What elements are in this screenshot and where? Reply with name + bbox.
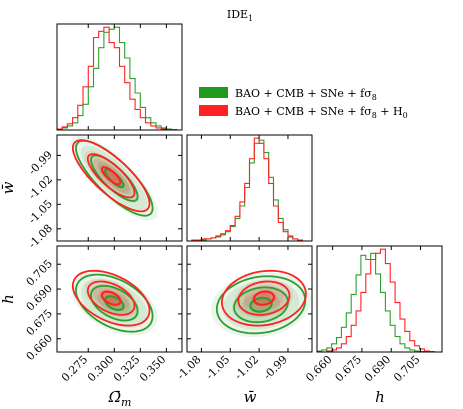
legend: BAO + CMB + SNe + fσ8 BAO + CMB + SNe + f…: [199, 87, 408, 120]
density-red: [84, 151, 138, 201]
chart-title: IDE1: [227, 8, 253, 23]
x-tick-label: 0.325: [111, 353, 142, 384]
x-tick-label: 0.675: [333, 353, 364, 384]
panel-h-vs-om-frame: [56, 245, 183, 353]
y-axis-label-h: h: [0, 294, 17, 304]
y-tick-label: 0.675: [24, 307, 55, 338]
contour-red-3: [100, 166, 122, 186]
y-tick-label: 0.690: [24, 282, 55, 313]
y-tick-label: 0.660: [24, 332, 55, 363]
contour-red-1: [220, 269, 307, 327]
x-tick-label: 0.690: [362, 353, 393, 384]
panel-h-vs-w-frame: [186, 245, 313, 353]
density-green: [81, 278, 148, 328]
x-tick-label: -1.05: [203, 353, 232, 382]
histogram-red-w: [187, 137, 312, 241]
legend-swatch: [199, 105, 228, 116]
y-tick-label: 0.705: [24, 257, 55, 288]
contour-red-3: [100, 290, 122, 306]
histogram-green-h: [317, 252, 442, 352]
density-green: [81, 145, 148, 211]
panel-h-vs-w: [211, 269, 311, 338]
density-red: [92, 285, 130, 312]
legend-label: BAO + CMB + SNe + fσ8 + H0: [235, 105, 408, 120]
contour-red-2: [86, 153, 136, 199]
hist-h-frame: [316, 245, 443, 353]
x-axis-label-om: Ω̄m: [108, 388, 132, 409]
x-tick-label: -1.08: [174, 353, 203, 382]
contour-green-2: [233, 286, 289, 324]
x-tick-label: 0.350: [137, 353, 168, 384]
contour-green-3: [249, 296, 273, 313]
contour-red-2: [237, 280, 291, 316]
contour-green-1: [215, 275, 307, 335]
hist-w: [187, 137, 312, 241]
y-tick-label: -1.02: [26, 173, 55, 202]
x-tick-label: -0.99: [261, 353, 290, 382]
contour-green-2: [90, 284, 139, 322]
contour-red-1: [71, 139, 151, 213]
histogram-green-w: [187, 139, 312, 241]
legend-label: BAO + CMB + SNe + fσ8: [235, 87, 377, 102]
density-red: [104, 169, 118, 182]
y-axis-label-w: w̄: [0, 181, 17, 194]
hist-w-frame: [186, 134, 313, 242]
panel-w-vs-om: [71, 135, 158, 221]
y-tick-label: -0.99: [26, 148, 55, 177]
x-tick-label: 0.300: [85, 353, 116, 384]
hist-om: [57, 26, 182, 130]
y-tick-label: -1.08: [26, 222, 55, 251]
hist-h: [317, 248, 442, 352]
contour-green-1: [75, 273, 154, 333]
x-tick-label: -1.02: [232, 353, 261, 382]
contour-red-3: [252, 290, 276, 306]
histogram-red-h: [317, 248, 442, 352]
density-green: [89, 153, 140, 203]
panel-h-vs-om: [71, 269, 158, 336]
contour-red-1: [71, 269, 151, 327]
x-tick-label: 0.660: [303, 353, 334, 384]
x-tick-label: 0.705: [391, 353, 422, 384]
legend-swatch: [199, 87, 228, 98]
x-tick-label: 0.275: [59, 353, 90, 384]
histogram-green-om: [57, 26, 182, 130]
x-axis-label-w: w̄: [244, 388, 257, 406]
y-tick-label: -1.05: [26, 197, 55, 226]
panel-w-vs-om-frame: [56, 134, 183, 242]
histogram-red-om: [57, 26, 182, 130]
x-axis-label-h: h: [375, 388, 385, 406]
hist-om-frame: [56, 23, 183, 131]
contour-red-2: [86, 280, 136, 316]
